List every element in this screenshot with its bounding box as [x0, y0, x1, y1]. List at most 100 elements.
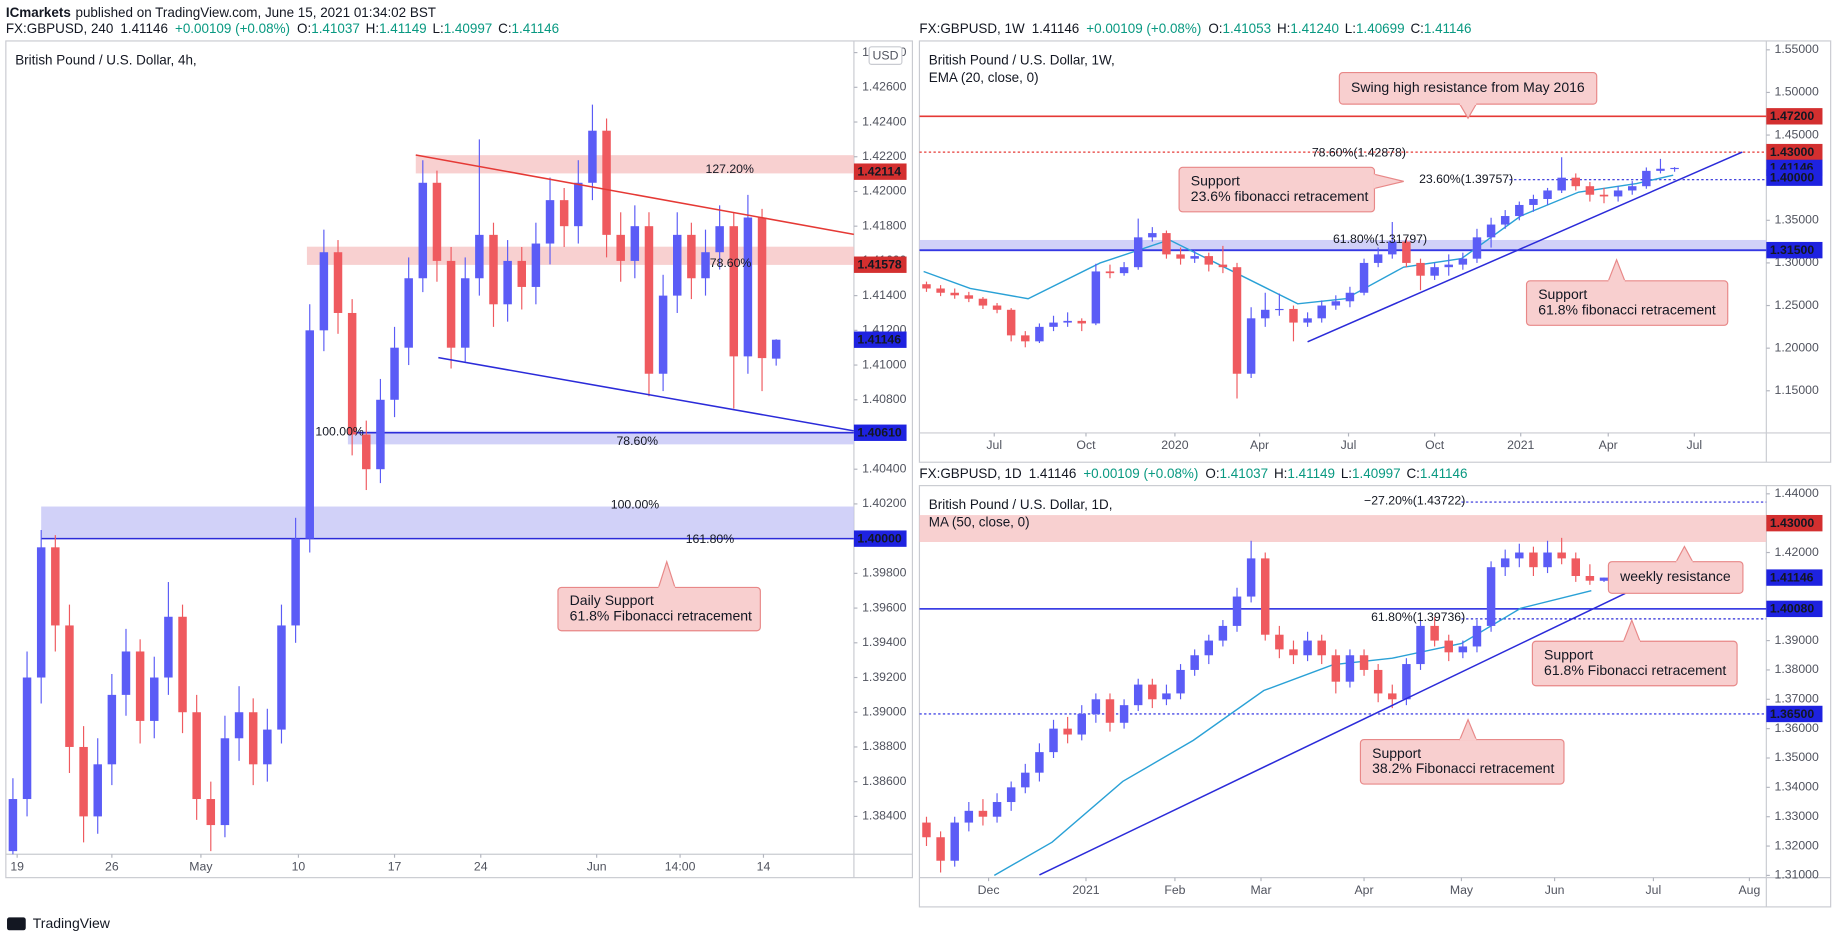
price-tag [1766, 169, 1823, 186]
candle-body [715, 226, 724, 253]
fib-label: 61.80%(1.39736) [1371, 610, 1465, 624]
y-tick-label: 1.39400 [862, 635, 907, 649]
symbol: FX:GBPUSD, 1D [919, 465, 1022, 480]
ohlc-value: 1.41240 [1290, 21, 1339, 36]
change: +0.00109 (+0.08%) [1086, 21, 1201, 36]
x-tick-label: 2020 [1161, 438, 1188, 452]
price-tag [853, 530, 907, 547]
ohlc-label: L: [1341, 465, 1352, 480]
x-tick-label: Jun [1545, 883, 1565, 897]
candle-body [616, 234, 625, 261]
publish-line: ICmarkets published on TradingView.com, J… [6, 4, 436, 19]
candle-body [771, 339, 781, 359]
callout-text: Support [1544, 647, 1593, 663]
candle-body [1162, 233, 1171, 255]
candle-body [992, 802, 1002, 817]
candle-body [687, 234, 696, 279]
candle-body [362, 434, 371, 470]
candle-body [178, 616, 187, 713]
candle-body [1416, 625, 1425, 665]
candle-body [757, 217, 767, 359]
candle-body [1091, 699, 1101, 714]
x-tick-label: 2021 [1507, 438, 1534, 452]
zone [347, 430, 854, 445]
callout-text: 61.8% Fibonacci retracement [1544, 662, 1726, 678]
candle-body [1063, 728, 1072, 735]
candle-body [503, 260, 512, 305]
candle-body [1444, 264, 1453, 268]
currency-label: USD [873, 48, 899, 62]
price-tag-label: 1.40000 [1770, 171, 1815, 185]
price-tag-label: 1.40610 [857, 426, 902, 440]
candle-body [1486, 224, 1496, 238]
y-tick-label: 1.41800 [862, 218, 907, 232]
candle-body [729, 226, 739, 357]
ohlc-value: 1.40699 [1356, 21, 1405, 36]
candle-body [1543, 552, 1552, 568]
x-tick-label: Apr [1250, 438, 1269, 452]
y-tick-label: 1.38400 [862, 809, 907, 823]
callout-box [1178, 166, 1376, 213]
fib-label: 78.60%(1.42878) [1312, 145, 1406, 159]
price-tag [853, 331, 907, 348]
candle-body [8, 799, 18, 852]
ohlc-value: 1.41053 [1223, 21, 1272, 36]
candle-body [1486, 567, 1496, 626]
x-tick-label: Jul [1646, 883, 1662, 897]
candle-body [992, 305, 1002, 310]
candle-body [1246, 558, 1256, 597]
candle-body [1557, 552, 1566, 559]
fib-label: 23.60%(1.39757) [1419, 172, 1513, 186]
candle-body [263, 729, 272, 765]
candle-body [1317, 640, 1326, 656]
candle-body [1275, 634, 1284, 650]
ohlc-value: 1.40997 [444, 21, 493, 36]
x-tick-label: Oct [1076, 438, 1096, 452]
candle-body [1091, 271, 1101, 324]
y-tick-label: 1.44000 [1775, 486, 1820, 500]
candle-body [644, 226, 654, 374]
candle-body [1529, 198, 1538, 205]
trendline [438, 356, 854, 432]
candle-body [1190, 256, 1199, 259]
candle-body [446, 260, 456, 348]
trendline [1307, 151, 1743, 343]
x-tick-label: 26 [105, 859, 119, 873]
symbol-header: FX:GBPUSD, 1W 1.41146 +0.00109 (+0.08%) O:1… [919, 21, 1471, 36]
candle-body [277, 625, 286, 730]
candle-body [1035, 326, 1044, 342]
candle-body [489, 234, 498, 305]
candle-body [950, 822, 959, 861]
candle-body [1232, 267, 1242, 374]
fib-label: 78.60% [616, 434, 658, 448]
price-tag [1766, 705, 1823, 723]
published-info: published on TradingView.com, June 15, 2… [76, 4, 437, 19]
chart-title: British Pound / U.S. Dollar, 1W, [929, 52, 1115, 67]
y-tick-label: 1.31000 [1775, 868, 1820, 882]
candle-body [432, 182, 442, 261]
candle-body [1402, 241, 1411, 263]
price-tag [853, 163, 907, 180]
price-tag [1766, 108, 1823, 125]
candle-body [220, 738, 230, 826]
candle-body [1133, 684, 1143, 706]
footer-logo: TradingView [7, 915, 111, 931]
fib-label: 127.20% [706, 162, 755, 176]
y-tick-label: 1.37000 [1775, 692, 1820, 706]
x-tick-label: May [189, 859, 213, 873]
change: +0.00109 (+0.08%) [175, 21, 290, 36]
price-tag-label: 1.43000 [1770, 145, 1815, 159]
fib-label: 78.60% [710, 256, 752, 270]
callout-box [1525, 280, 1729, 326]
candle-body [602, 130, 611, 235]
candle-body [36, 547, 46, 678]
y-tick-label: 1.42600 [862, 80, 907, 94]
candle-body [743, 217, 753, 357]
last-price: 1.41146 [1029, 465, 1077, 480]
y-tick-label: 1.38600 [862, 774, 907, 788]
candle-body [333, 252, 343, 313]
callout-text: weekly resistance [1619, 568, 1731, 584]
candle-body [1388, 241, 1397, 255]
ohlc-value: 1.41149 [1287, 465, 1335, 480]
